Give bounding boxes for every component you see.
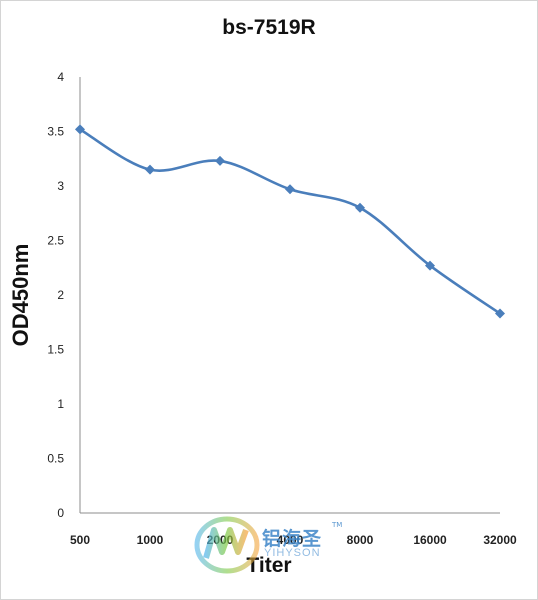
y-tick-label: 1.5 xyxy=(47,343,64,357)
series-group xyxy=(75,124,505,319)
data-point xyxy=(495,308,505,319)
chart-title: bs-7519R xyxy=(222,16,316,39)
y-tick-label: 3.5 xyxy=(47,125,64,139)
series-line xyxy=(79,128,501,315)
x-tick-label: 16000 xyxy=(413,533,447,547)
watermark-logo-icon xyxy=(194,516,260,574)
chart-axes xyxy=(79,77,500,514)
data-point xyxy=(215,155,225,166)
data-point xyxy=(75,124,85,135)
x-tick-label: 1000 xyxy=(137,533,164,547)
x-tick-label: 500 xyxy=(70,533,90,547)
y-tick-label: 4 xyxy=(57,70,64,84)
data-point xyxy=(145,164,155,175)
x-tick-label: 32000 xyxy=(483,533,517,547)
data-point xyxy=(285,184,295,195)
y-tick-labels: 0 0.5 1 1.5 2 2.5 3 3.5 4 xyxy=(47,70,64,520)
y-tick-label: 2 xyxy=(57,288,64,302)
watermark-logo: 铝海圣 TM YIHYSON xyxy=(192,512,352,578)
y-tick-label: 0.5 xyxy=(47,452,64,466)
data-point xyxy=(425,260,435,271)
watermark-cn-text: 铝海圣 xyxy=(262,528,323,550)
x-tick-label: 4000 xyxy=(277,533,304,547)
watermark-tm: TM xyxy=(332,521,343,529)
watermark-en-text: YIHYSON xyxy=(264,547,321,559)
y-tick-label: 1 xyxy=(57,397,64,411)
x-tick-label: 8000 xyxy=(347,533,374,547)
y-tick-label: 3 xyxy=(57,179,64,193)
x-axis-label: Titer xyxy=(246,554,292,577)
y-tick-label: 2.5 xyxy=(47,234,64,248)
data-point xyxy=(355,202,365,213)
y-tick-label: 0 xyxy=(57,506,64,520)
